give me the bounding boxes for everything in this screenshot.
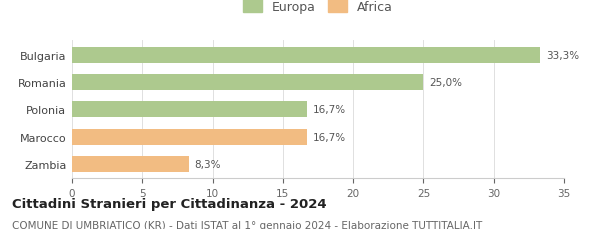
Bar	[72, 102, 307, 118]
Text: 33,3%: 33,3%	[546, 50, 579, 60]
Bar	[72, 129, 307, 145]
Legend: Europa, Africa: Europa, Africa	[238, 0, 398, 19]
Text: 25,0%: 25,0%	[429, 78, 462, 88]
Text: Cittadini Stranieri per Cittadinanza - 2024: Cittadini Stranieri per Cittadinanza - 2…	[12, 197, 326, 210]
Bar	[72, 75, 424, 90]
Bar	[72, 47, 540, 63]
Bar	[72, 157, 188, 172]
Text: 16,7%: 16,7%	[313, 105, 346, 115]
Text: 16,7%: 16,7%	[313, 132, 346, 142]
Text: COMUNE DI UMBRIATICO (KR) - Dati ISTAT al 1° gennaio 2024 - Elaborazione TUTTITA: COMUNE DI UMBRIATICO (KR) - Dati ISTAT a…	[12, 220, 482, 229]
Text: 8,3%: 8,3%	[194, 159, 221, 169]
